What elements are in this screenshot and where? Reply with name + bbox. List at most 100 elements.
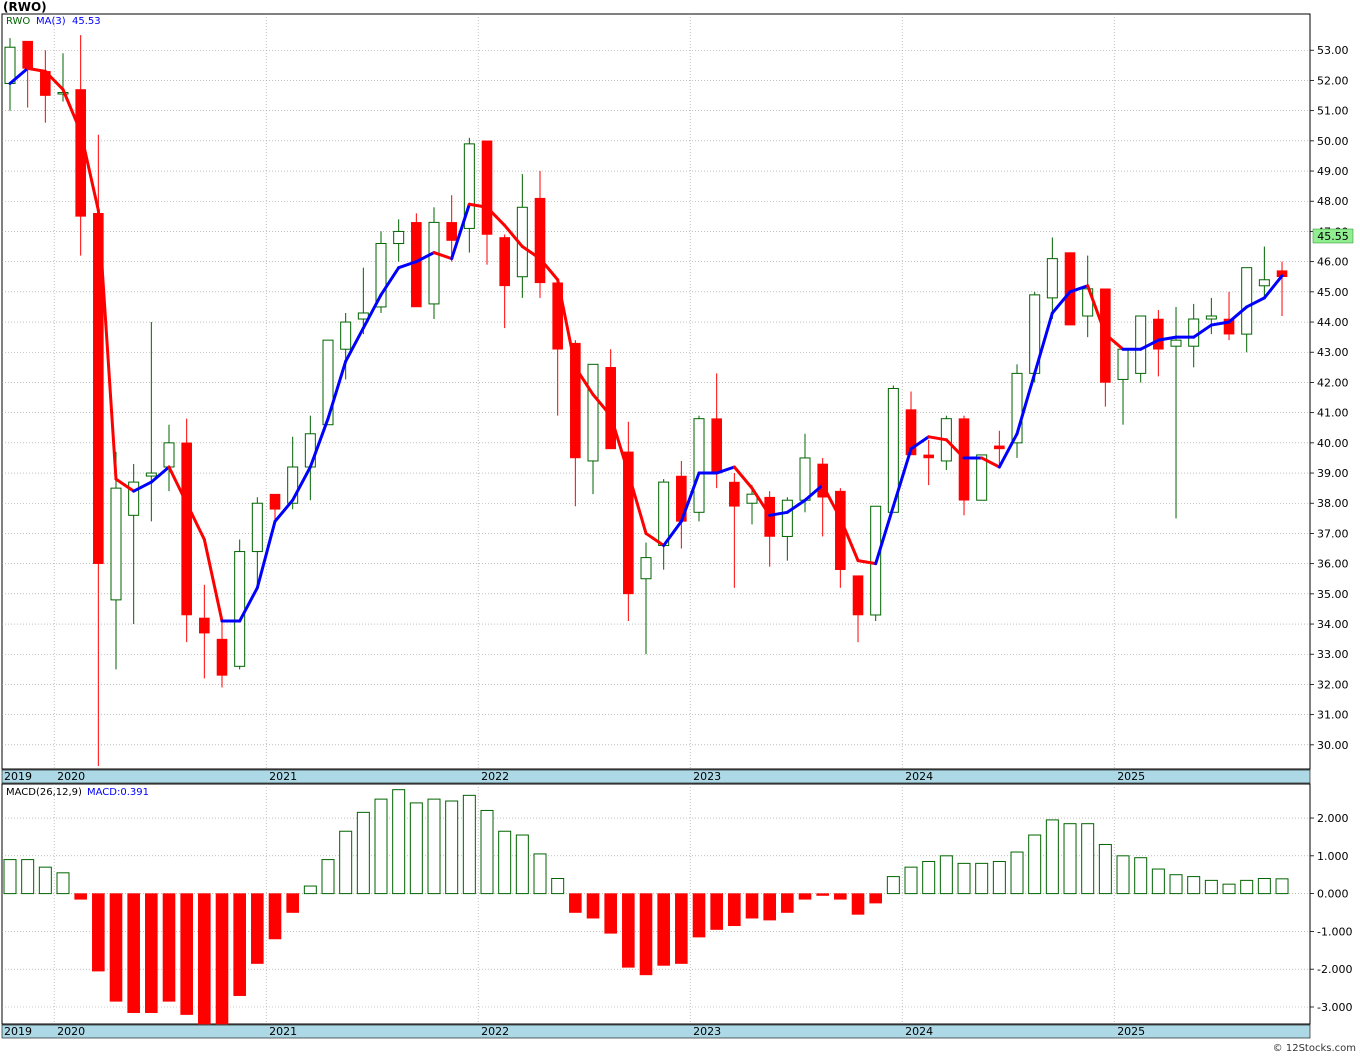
- ma-segment: [891, 447, 913, 508]
- ma-segment: [679, 471, 701, 523]
- candle: [446, 195, 457, 262]
- ma-segment: [732, 465, 754, 490]
- ma-segment: [379, 266, 401, 297]
- candle: [746, 485, 758, 525]
- macd-bar: [1081, 823, 1095, 895]
- ma-segment: [838, 516, 860, 563]
- candle-body: [1011, 372, 1023, 444]
- macd-bar: [816, 893, 829, 896]
- macd-bar: [215, 893, 229, 1025]
- candle-body: [1153, 318, 1164, 350]
- candle-body: [640, 557, 652, 580]
- macd-x-labels: 2019 2020 2021 2022 2023 2024 2025: [4, 1025, 1145, 1038]
- candle: [216, 618, 228, 688]
- candle-body: [1188, 318, 1200, 347]
- price-y-tick-label: 49.00: [1317, 165, 1349, 178]
- price-y-tick-label: 34.00: [1317, 618, 1349, 631]
- macd-bar: [1187, 876, 1201, 895]
- macd-bar: [975, 862, 989, 895]
- candle: [976, 454, 988, 501]
- candle: [322, 339, 334, 426]
- candle-body: [534, 197, 546, 284]
- ma-segment: [980, 456, 1001, 469]
- price-y-tick-label: 40.00: [1317, 437, 1349, 450]
- candle: [852, 575, 864, 643]
- price-date-axis-bar: [1, 769, 1311, 784]
- candle-body: [287, 466, 299, 504]
- ma-legend: MA(3): [36, 16, 66, 27]
- ma-segment: [149, 465, 171, 484]
- ma-line: [8, 66, 1284, 623]
- price-y-tick-label: 35.00: [1317, 588, 1349, 601]
- last-price-badge: 45.55: [1312, 228, 1354, 244]
- ma-segment: [1103, 332, 1125, 351]
- candle: [481, 140, 493, 265]
- candle-body: [1046, 258, 1058, 299]
- candle-body: [764, 496, 775, 537]
- ma-segment: [8, 66, 30, 85]
- ma-segment: [1245, 296, 1266, 309]
- ma-segment: [573, 365, 595, 397]
- candle: [499, 234, 510, 329]
- ma-segment: [997, 432, 1019, 469]
- price-panel: 30.00 31.00 32.00 33.00 34.00 35.00 36.00 37.00…: [1, 13, 1354, 770]
- macd-bar: [127, 893, 140, 1013]
- candle-body: [1117, 348, 1129, 380]
- price-x-label: 2022: [481, 770, 509, 783]
- candle-body: [163, 442, 175, 468]
- candle-body: [322, 339, 334, 426]
- candle-body: [587, 363, 599, 462]
- ma-segment: [485, 205, 507, 227]
- macd-bar: [922, 860, 936, 895]
- candle: [817, 457, 828, 537]
- ma-segment: [644, 531, 666, 548]
- macd-bar: [233, 893, 246, 996]
- macd-bar: [904, 866, 918, 895]
- macd-bar: [1275, 878, 1289, 895]
- macd-bar: [462, 794, 476, 895]
- ma-segment: [1209, 320, 1231, 327]
- candle-body: [234, 551, 246, 667]
- ma-segment: [715, 465, 736, 475]
- macd-x-label: 2025: [1117, 1025, 1145, 1038]
- ma-segment: [750, 486, 772, 517]
- macd-bar: [162, 893, 176, 1002]
- macd-bar: [374, 798, 388, 895]
- macd-bar: [251, 893, 264, 964]
- macd-bar: [445, 800, 459, 895]
- macd-y-axis: -3.000 -2.000 -1.000 0.000 1.000 2.000: [1310, 812, 1352, 1014]
- price-y-tick-label: 48.00: [1317, 195, 1349, 208]
- candle-body: [658, 481, 670, 547]
- macd-bar: [551, 877, 565, 895]
- macd-bars: [3, 789, 1289, 1025]
- ma-segment: [1033, 311, 1054, 375]
- macd-bar: [957, 862, 971, 895]
- candle-body: [605, 367, 616, 450]
- macd-bar: [692, 893, 706, 938]
- price-y-tick-label: 37.00: [1317, 527, 1349, 540]
- candle: [640, 542, 652, 655]
- macd-bar: [675, 893, 688, 964]
- price-y-tick-label: 50.00: [1317, 135, 1349, 148]
- macd-bar: [851, 893, 865, 915]
- macd-bar: [657, 893, 670, 966]
- candle-body: [375, 243, 387, 308]
- price-x-label: 2020: [57, 770, 85, 783]
- candle: [923, 439, 934, 486]
- ma-segment: [308, 417, 330, 469]
- candle-body: [340, 321, 352, 350]
- price-y-tick-label: 30.00: [1317, 739, 1349, 752]
- ma-segment: [1015, 371, 1037, 436]
- candle: [1223, 291, 1235, 341]
- price-y-tick-label: 43.00: [1317, 346, 1349, 359]
- ma-segment: [874, 504, 895, 566]
- macd-bar: [56, 872, 70, 895]
- ma-segment: [61, 88, 83, 134]
- macd-bar: [180, 893, 193, 1015]
- candle: [1153, 309, 1164, 377]
- ma-segment: [414, 251, 436, 264]
- ma-segment: [167, 465, 189, 505]
- macd-x-label: 2021: [269, 1025, 297, 1038]
- candle: [463, 137, 475, 253]
- macd-bar: [834, 893, 847, 900]
